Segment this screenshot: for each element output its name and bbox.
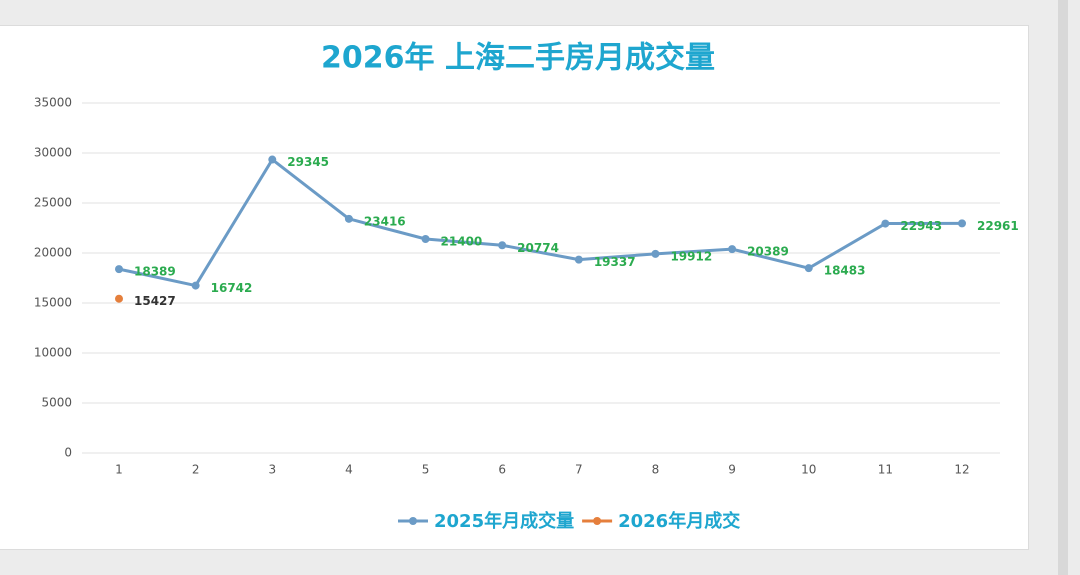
data-point bbox=[115, 294, 123, 303]
data-label: 22961 bbox=[977, 219, 1019, 233]
data-label: 20774 bbox=[517, 241, 559, 255]
data-label: 18483 bbox=[824, 264, 866, 278]
y-tick-label: 5000 bbox=[41, 396, 72, 410]
x-tick-label: 11 bbox=[878, 463, 893, 477]
data-point bbox=[115, 265, 123, 274]
data-label: 22943 bbox=[900, 219, 942, 233]
data-label: 21400 bbox=[441, 235, 483, 249]
data-point bbox=[574, 255, 583, 264]
data-point bbox=[651, 249, 660, 258]
data-point bbox=[881, 219, 890, 228]
data-point bbox=[191, 281, 200, 290]
y-tick-label: 20000 bbox=[34, 246, 72, 260]
x-tick-label: 12 bbox=[954, 463, 969, 477]
data-point bbox=[958, 219, 966, 228]
x-tick-label: 3 bbox=[268, 463, 276, 477]
x-tick-label: 9 bbox=[728, 463, 736, 477]
x-tick-label: 10 bbox=[801, 463, 816, 477]
data-point bbox=[804, 264, 813, 273]
y-tick-label: 25000 bbox=[34, 196, 72, 210]
data-point bbox=[268, 155, 277, 164]
y-tick-label: 10000 bbox=[34, 346, 72, 360]
data-point bbox=[344, 214, 353, 223]
legend-marker bbox=[593, 517, 602, 525]
scrollbar bbox=[1058, 0, 1068, 575]
data-label: 29345 bbox=[287, 155, 329, 169]
data-label: 23416 bbox=[364, 214, 406, 228]
x-tick-label: 6 bbox=[498, 463, 506, 477]
series-line bbox=[118, 158, 963, 288]
legend-label: 2026年月成交 bbox=[618, 510, 740, 532]
y-tick-label: 15000 bbox=[34, 296, 72, 310]
data-label: 19337 bbox=[594, 255, 636, 269]
y-tick-label: 0 bbox=[64, 446, 72, 460]
y-tick-label: 30000 bbox=[34, 146, 72, 160]
x-tick-label: 5 bbox=[422, 463, 430, 477]
data-label: 18389 bbox=[134, 265, 176, 279]
legend-label: 2025年月成交量 bbox=[434, 510, 574, 532]
y-tick-label: 35000 bbox=[34, 96, 72, 110]
chart-title: 2026年 上海二手房月成交量 bbox=[321, 41, 715, 76]
legend-marker bbox=[409, 517, 417, 525]
x-tick-label: 2 bbox=[192, 463, 200, 477]
x-tick-label: 8 bbox=[652, 463, 660, 477]
data-label: 15427 bbox=[134, 294, 176, 308]
chart-card bbox=[0, 25, 1029, 550]
data-point bbox=[498, 241, 507, 250]
data-label: 19912 bbox=[670, 249, 712, 263]
data-label: 16742 bbox=[211, 281, 253, 295]
data-label: 20389 bbox=[747, 245, 789, 259]
x-tick-label: 4 bbox=[345, 463, 353, 477]
x-tick-label: 7 bbox=[575, 463, 583, 477]
data-point bbox=[421, 235, 430, 243]
data-point bbox=[728, 245, 737, 254]
x-tick-label: 1 bbox=[115, 463, 123, 477]
